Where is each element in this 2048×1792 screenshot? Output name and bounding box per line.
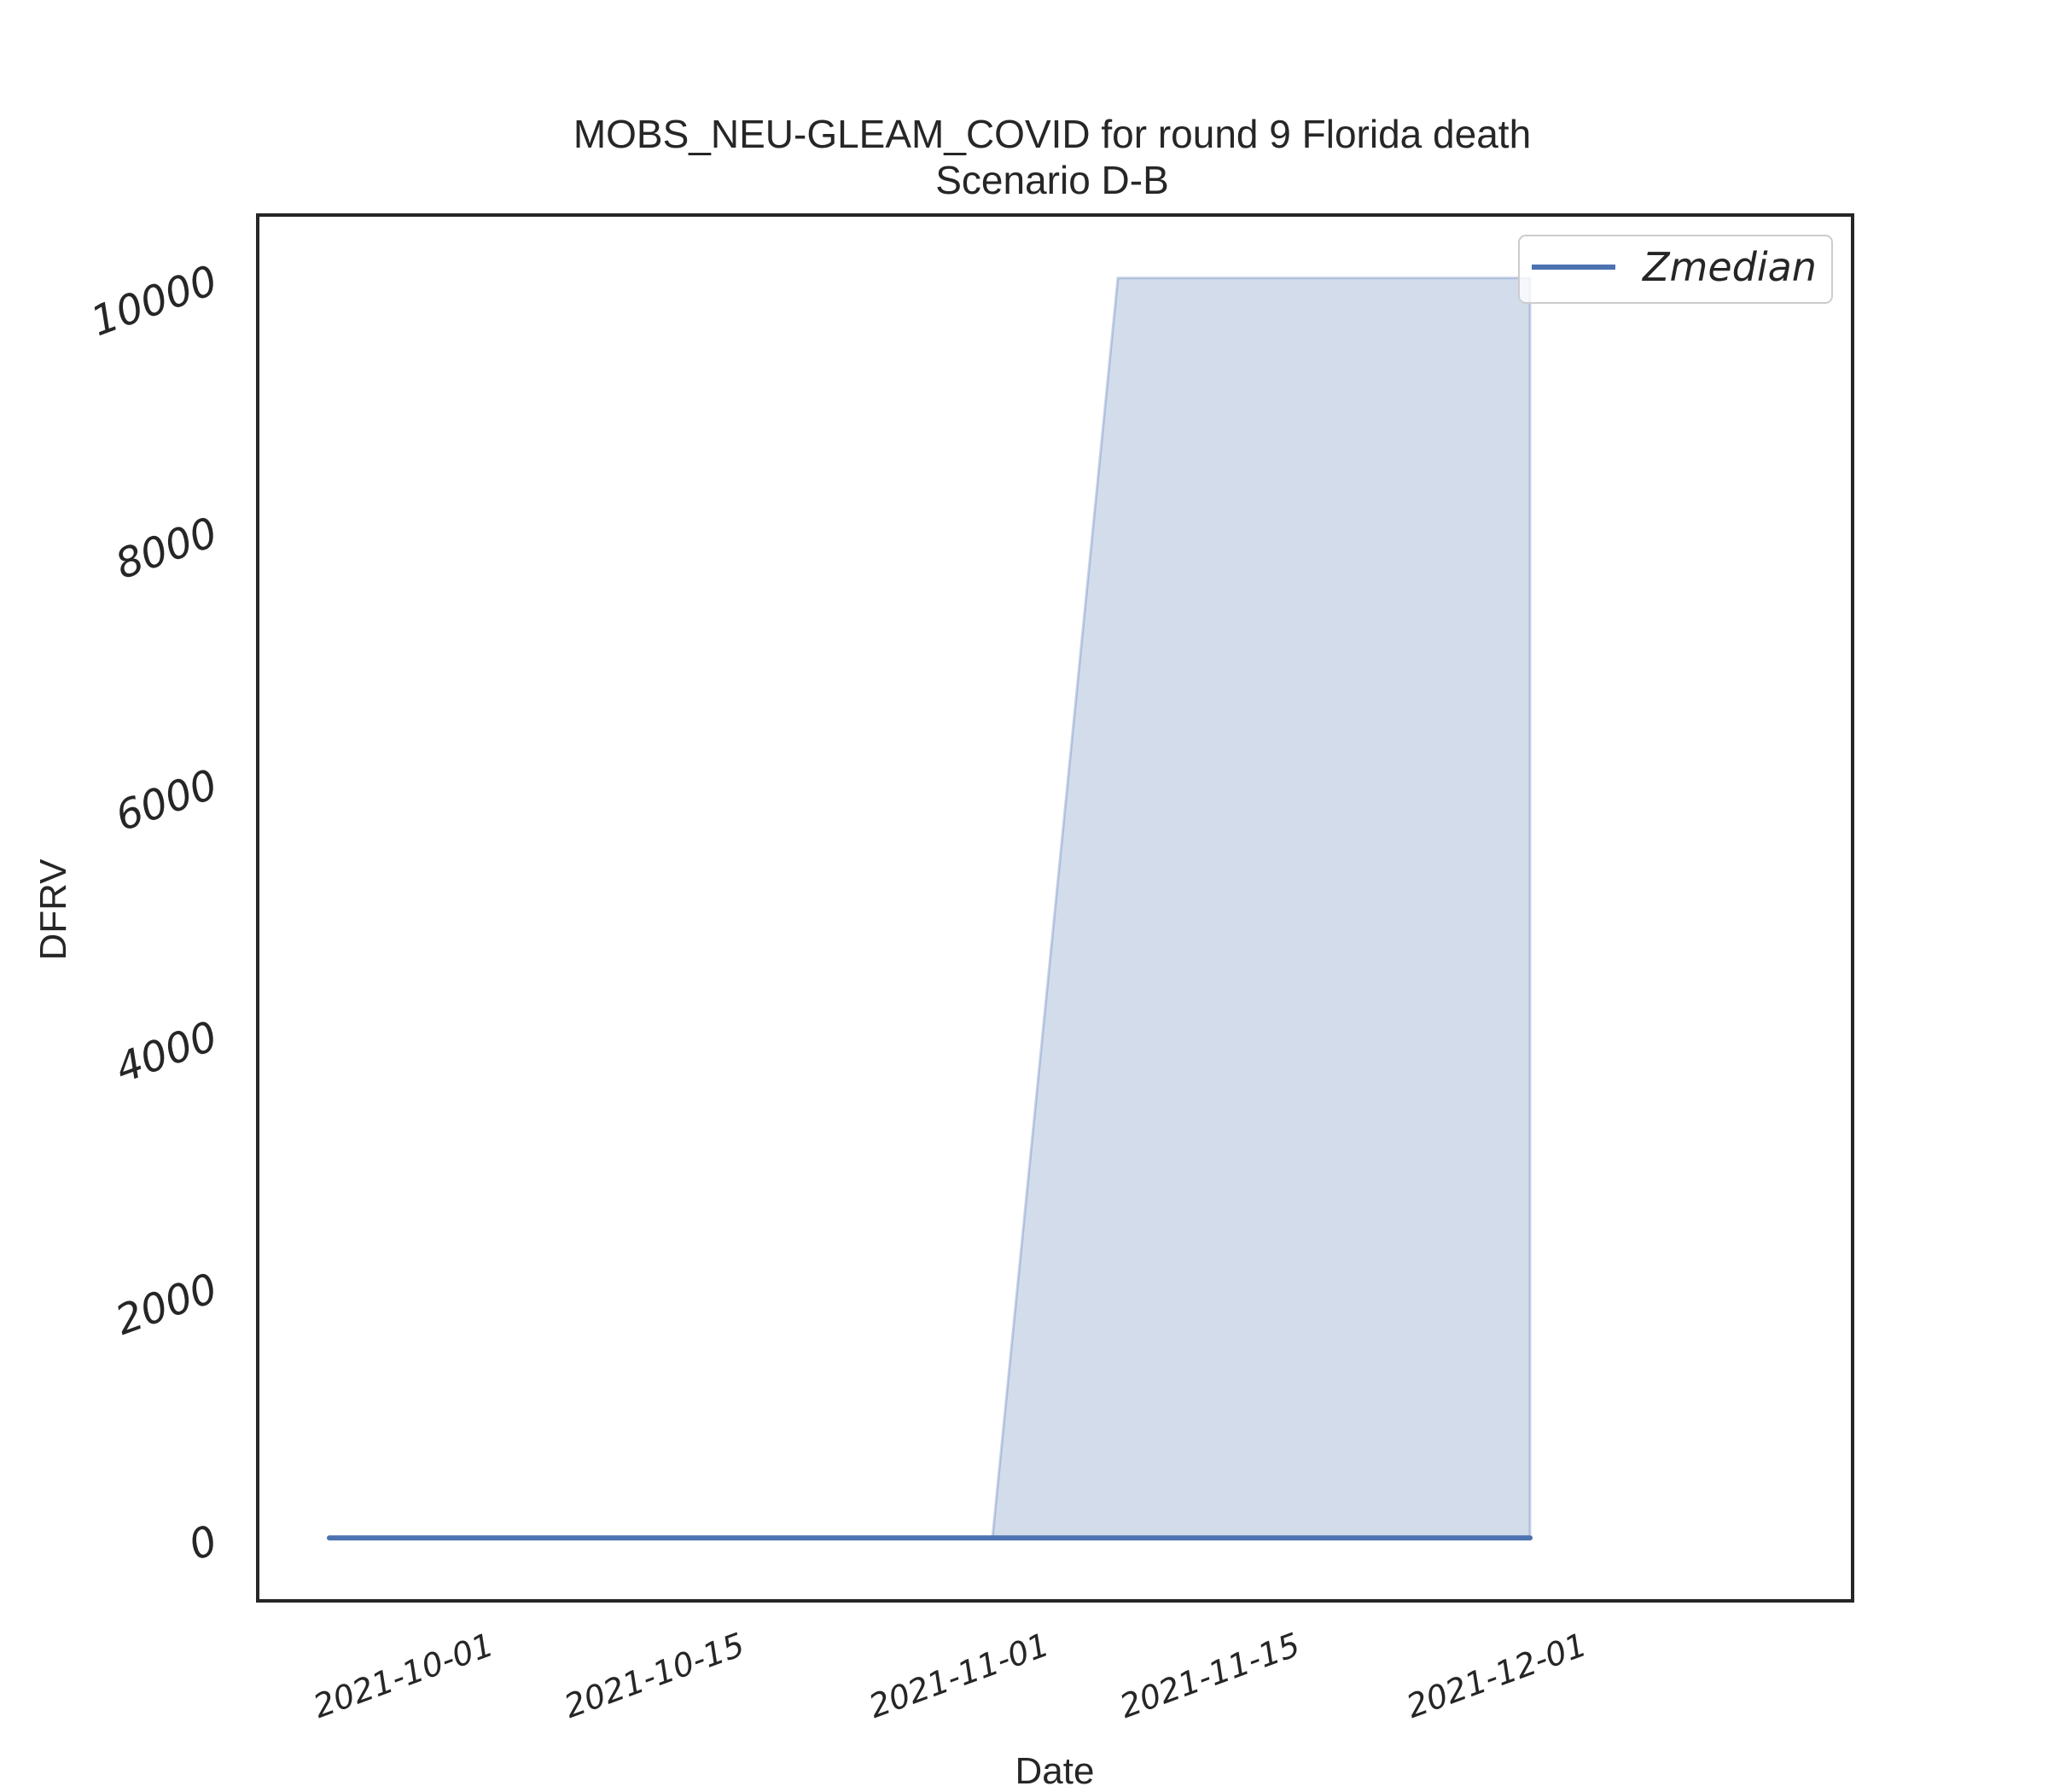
chart-subtitle: Scenario D-B <box>935 158 1169 202</box>
legend-box <box>1518 235 1833 304</box>
y-axis-label: DFRV <box>32 858 74 961</box>
chart-title: MOBS_NEU-GLEAM_COVID for round 9 Florida… <box>573 112 1531 156</box>
plot-frame <box>256 213 1854 1603</box>
legend-label-zmedian: Zmedian <box>1641 244 1817 290</box>
legend: Zmedian <box>1518 235 1833 304</box>
plot-area <box>327 276 1533 1541</box>
x-axis-label: Date <box>1015 1750 1095 1792</box>
